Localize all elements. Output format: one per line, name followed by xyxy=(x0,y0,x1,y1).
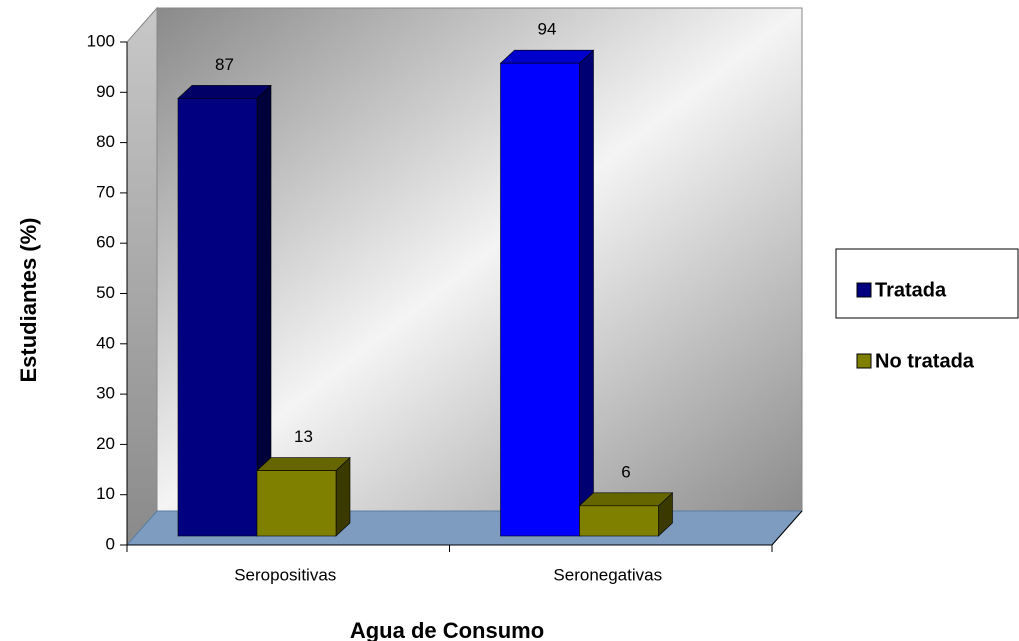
bar xyxy=(579,505,659,537)
bar xyxy=(256,470,337,537)
bar-top xyxy=(177,85,272,99)
y-tick-label: 40 xyxy=(96,333,115,352)
y-tick-label: 90 xyxy=(96,82,115,101)
side-wall xyxy=(126,6,158,547)
x-tick-label: Seropositivas xyxy=(234,565,336,584)
y-tick-label: 100 xyxy=(87,31,115,50)
y-axis-title: Estudiantes (%) xyxy=(16,217,41,382)
bar xyxy=(177,98,258,537)
legend-label: No tratada xyxy=(875,350,975,372)
y-tick-label: 10 xyxy=(96,484,115,503)
y-tick-label: 60 xyxy=(96,233,115,252)
bar-top xyxy=(578,492,674,507)
bar xyxy=(500,62,580,537)
value-label: 87 xyxy=(215,55,234,74)
y-tick-label: 70 xyxy=(96,182,115,201)
bar-side xyxy=(579,49,594,537)
y-tick-label: 50 xyxy=(96,283,115,302)
y-tick-label: 80 xyxy=(96,132,115,151)
value-label: 94 xyxy=(538,20,557,39)
legend-swatch xyxy=(856,282,872,298)
bar-top xyxy=(499,49,595,64)
y-tick-label: 30 xyxy=(96,384,115,403)
y-tick-label: 0 xyxy=(106,534,115,553)
x-tick-label: Seronegativas xyxy=(553,565,662,584)
value-label: 6 xyxy=(621,462,630,481)
legend-label: Tratada xyxy=(875,279,947,301)
bar-top xyxy=(256,457,351,471)
y-tick-label: 20 xyxy=(96,434,115,453)
value-label: 13 xyxy=(294,427,313,446)
x-axis-title: Agua de Consumo xyxy=(350,618,544,641)
bar-side xyxy=(335,456,351,537)
legend-swatch xyxy=(856,353,872,369)
